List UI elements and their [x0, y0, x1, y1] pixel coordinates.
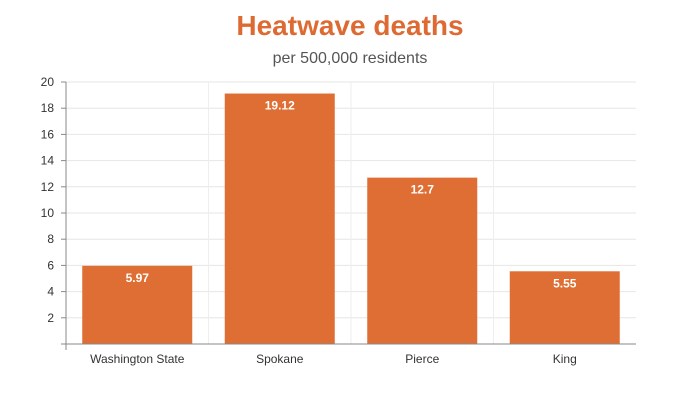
y-tick-label: 12	[41, 180, 55, 194]
y-tick-label: 4	[47, 285, 54, 299]
x-tick-label: King	[553, 352, 577, 366]
y-tick-label: 10	[41, 206, 55, 220]
chart-title: Heatwave deaths	[236, 10, 464, 41]
data-label: 5.97	[126, 271, 150, 285]
data-label: 19.12	[265, 99, 295, 113]
bar	[509, 271, 620, 344]
y-tick-label: 18	[41, 101, 55, 115]
x-axis: Washington State Spokane Pierce King	[66, 343, 636, 366]
y-tick-label: 14	[41, 154, 55, 168]
bars: 5.97 19.12 12.7 5.55	[82, 93, 620, 344]
bar	[82, 265, 193, 344]
y-tick-label: 8	[47, 232, 54, 246]
bar	[367, 177, 478, 344]
y-axis: 2 4 6 8 10 12 14 16 18 20	[41, 75, 67, 350]
y-tick-label: 16	[41, 127, 55, 141]
y-tick-label: 20	[41, 75, 55, 89]
bar	[224, 93, 335, 344]
chart-subtitle: per 500,000 residents	[272, 50, 428, 67]
x-tick-label: Washington State	[90, 352, 185, 366]
x-tick-label: Spokane	[256, 352, 304, 366]
data-label: 5.55	[553, 276, 577, 290]
x-tick-label: Pierce	[405, 352, 439, 366]
y-tick-label: 6	[47, 258, 54, 272]
y-tick-label: 2	[47, 311, 54, 325]
data-label: 12.7	[411, 183, 435, 197]
